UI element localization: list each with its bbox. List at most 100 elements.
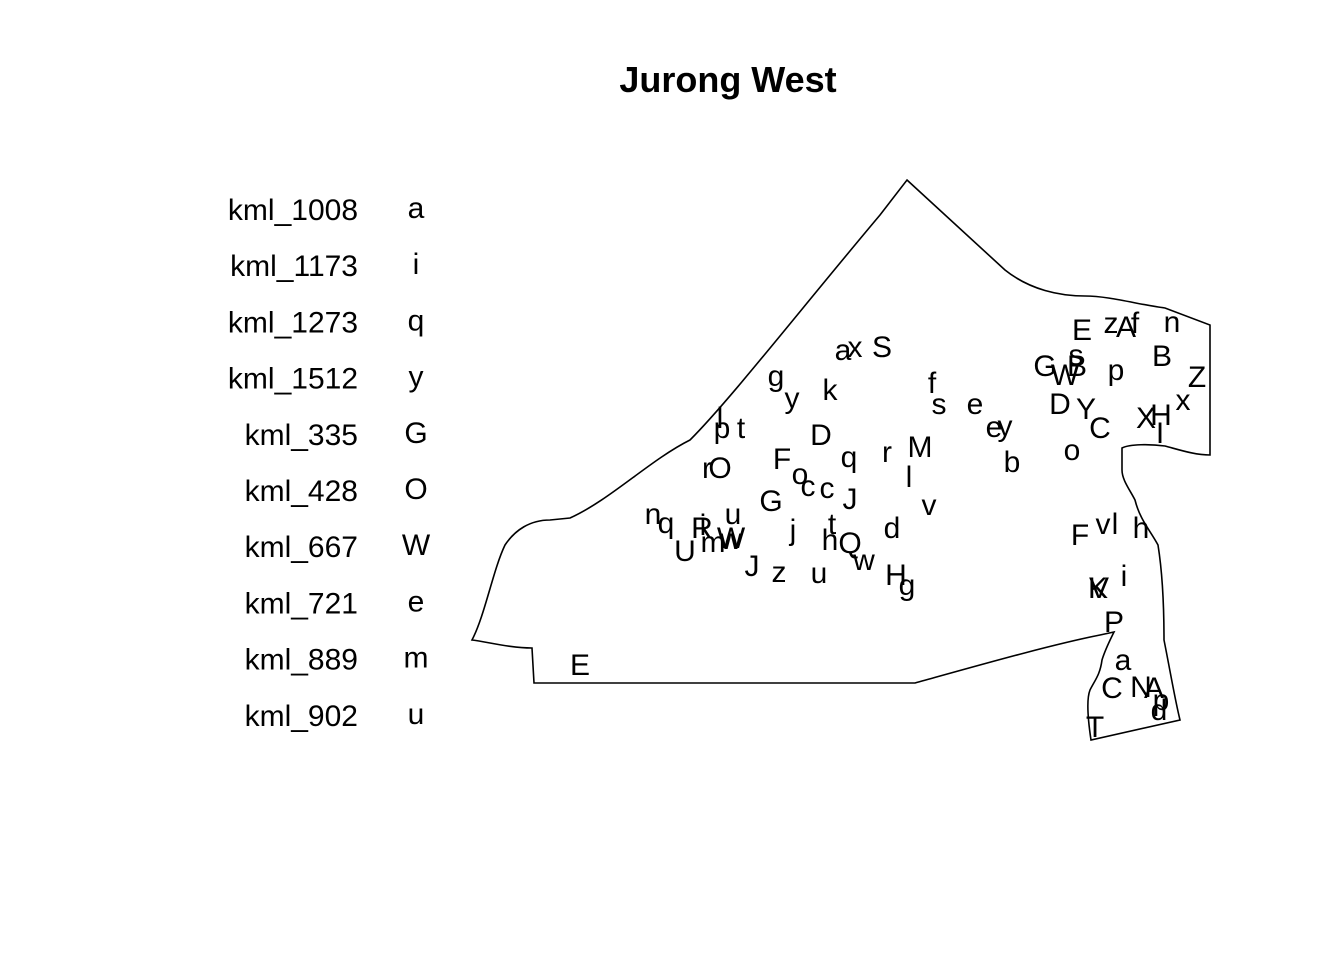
point-label: y [998,410,1013,443]
point-label: n [1164,306,1181,339]
legend-key: kml_721 [245,587,358,620]
legend-key: kml_667 [245,531,358,564]
point-label: G [1033,350,1056,383]
map-title: Jurong West [619,59,836,100]
point-label: R [691,512,713,545]
point-label: m [701,526,726,559]
point-label: Z [1188,361,1206,394]
point-label: B [1067,350,1087,383]
point-label: h [1133,512,1150,545]
legend-key: kml_1273 [228,306,358,339]
point-label: d [1151,694,1168,727]
point-label: x [848,331,863,364]
legend: kml_1008 a kml_1173 i kml_1273 q kml_1512 y kml_… [228,192,431,733]
point-label: F [773,443,791,476]
point-label: D [810,419,832,452]
point-label: g [899,569,916,602]
point-label: J [843,483,858,516]
point-label: C [1101,672,1123,705]
point-label: D [1049,388,1071,421]
legend-symbol: q [408,304,425,337]
point-label: t [737,412,746,445]
jurong-west-boundary [470,178,1211,741]
point-label: r [882,436,892,469]
legend-symbol: m [404,642,429,675]
point-label: p [1153,684,1170,717]
point-label: i [700,509,707,542]
point-label: S [872,331,892,364]
point-label: H [885,559,907,592]
point-label: l [717,402,724,435]
point-label: M [908,431,933,464]
point-label: E [1072,314,1092,347]
point-label: U [674,535,696,568]
legend-symbol: G [404,417,427,450]
point-label: a [835,334,852,367]
point-label: G [759,485,782,518]
point-label: s [1069,339,1084,372]
point-label: A [1116,311,1136,344]
point-label: z [1104,307,1119,340]
point-label: z [772,556,787,589]
legend-key: kml_889 [245,644,358,677]
point-label: V [1089,572,1109,605]
point-label: P [1104,606,1124,639]
legend-key: kml_1008 [228,194,358,227]
point-label: v [922,489,937,522]
point-label: o [792,458,809,491]
point-label: C [1089,412,1111,445]
point-label: e [986,411,1003,444]
point-label: q [658,507,675,540]
point-label: r [702,452,712,485]
point-label: O [708,452,731,485]
legend-key: kml_428 [245,475,358,508]
point-label: i [1121,560,1128,593]
point-label: w [719,523,742,556]
point-label: u [725,498,742,531]
point-label: v [1096,508,1111,541]
point-label: x [1176,384,1191,417]
point-label: N [1130,671,1152,704]
point-label: F [1071,519,1089,552]
legend-symbol: u [408,698,425,731]
point-label: q [841,441,858,474]
point-label: o [1064,434,1081,467]
point-label: b [1004,446,1021,479]
legend-key: kml_902 [245,700,358,733]
point-label: K [1088,572,1108,605]
legend-key: kml_1173 [230,250,358,283]
legend-symbol: W [402,529,431,562]
point-label: Y [1076,393,1096,426]
point-label: c [820,472,835,505]
point-label: W [717,522,746,555]
point-label: n [645,498,662,531]
point-label: I [1156,417,1164,450]
legend-key: kml_1512 [228,363,358,396]
point-label: W [1051,359,1080,392]
point-label: T [1086,711,1104,744]
point-label: j [789,514,797,547]
point-label: l [906,461,913,494]
legend-symbol: e [408,585,425,618]
point-label: A [1144,672,1164,705]
point-label: p [714,412,731,445]
point-label: f [1131,307,1140,340]
legend-symbol: y [409,361,424,394]
point-label: E [570,649,590,682]
point-label: d [884,512,901,545]
point-label: Q [838,527,861,560]
legend-symbol: i [413,248,420,281]
point-label: c [801,470,816,503]
point-label: l [1112,508,1119,541]
point-label: p [1108,354,1125,387]
point-label: t [828,508,837,541]
point-label: H [1150,399,1172,432]
point-label: u [811,557,828,590]
point-label: h [822,524,839,557]
point-label: B [1152,340,1172,373]
point-label: e [967,388,984,421]
legend-key: kml_335 [245,419,358,452]
point-label: X [1136,402,1156,435]
